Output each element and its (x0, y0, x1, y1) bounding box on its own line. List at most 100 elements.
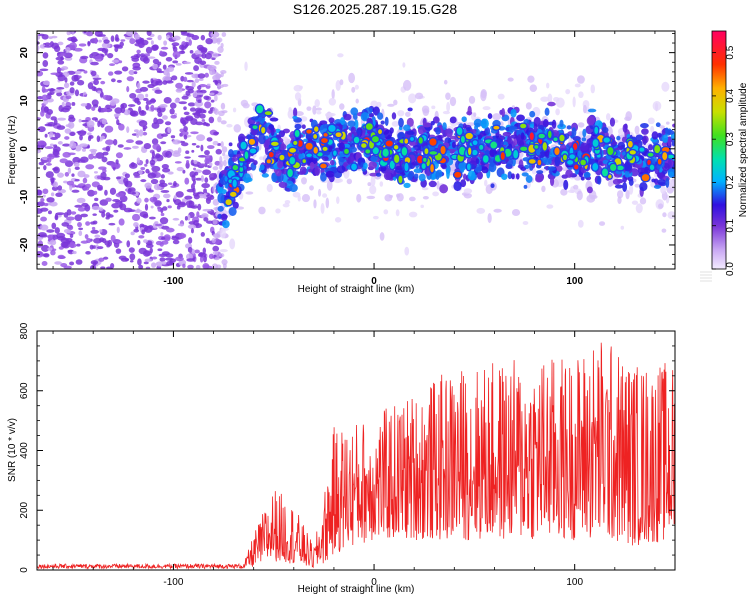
hotspot-blob (608, 174, 612, 179)
noise-blob (143, 239, 148, 244)
noise-blob (182, 119, 187, 127)
hotspot-blob (317, 152, 323, 157)
signal-blob (442, 122, 447, 131)
noise-blob (172, 60, 179, 64)
signal-blob (668, 171, 675, 177)
noise-blob (184, 156, 191, 159)
signal-halo-blob (507, 77, 514, 82)
noise-blob (127, 209, 137, 213)
noise-blob (63, 52, 73, 59)
signal-halo-blob (657, 203, 664, 209)
signal-blob (430, 120, 435, 126)
hotspot-blob (289, 148, 297, 153)
noise-blob (151, 122, 160, 129)
noise-blob (66, 31, 71, 36)
noise-blob (128, 187, 136, 193)
signal-blob (563, 179, 569, 191)
signal-halo-blob (348, 72, 356, 84)
noise-blob (104, 50, 108, 56)
noise-blob (62, 151, 71, 158)
noise-blob (71, 74, 79, 82)
signal-halo-blob (388, 194, 393, 198)
noise-blob (125, 139, 134, 143)
noise-blob (98, 105, 102, 113)
noise-blob (109, 187, 117, 195)
signal-blob (321, 156, 329, 162)
noise-blob (92, 77, 102, 80)
signal-blob (228, 206, 237, 217)
noise-blob (94, 234, 101, 239)
signal-blob (467, 105, 472, 116)
noise-blob (124, 173, 130, 179)
noise-blob (167, 126, 171, 134)
noise-blob (119, 201, 123, 209)
hotspot-blob (306, 153, 312, 158)
noise-blob (212, 79, 218, 83)
signal-halo-blob (576, 190, 583, 201)
noise-blob (160, 207, 164, 214)
signal-halo-blob (354, 84, 359, 90)
signal-halo-blob (408, 211, 418, 218)
signal-blob (349, 154, 354, 165)
noise-blob (86, 31, 94, 37)
noise-blob (154, 200, 162, 207)
noise-blob (208, 116, 215, 124)
noise-blob (43, 202, 49, 207)
noise-blob (63, 180, 68, 184)
noise-blob (173, 181, 177, 187)
signal-halo-blob (525, 102, 532, 110)
noise-blob (150, 178, 159, 185)
noise-blob (185, 115, 194, 122)
noise-blob (41, 86, 46, 93)
noise-blob (209, 92, 215, 96)
colorbar-tick-label: 0.0 (725, 262, 736, 276)
noise-blob (42, 52, 49, 59)
signal-halo-blob (661, 81, 670, 92)
noise-blob (162, 80, 168, 85)
signal-blob (549, 176, 555, 187)
hotspot-blob (603, 137, 610, 143)
noise-blob (175, 63, 182, 66)
noise-blob (194, 171, 199, 176)
signal-halo-blob (326, 180, 333, 191)
signal-blob (484, 126, 491, 136)
noise-blob (187, 264, 194, 269)
hotspot-blob (513, 150, 519, 159)
hotspot-blob (479, 144, 484, 150)
noise-blob (50, 192, 55, 197)
noise-blob (51, 177, 55, 184)
noise-blob (173, 198, 182, 206)
noise-blob (67, 225, 74, 231)
noise-blob (77, 207, 86, 212)
noise-blob (157, 248, 163, 252)
noise-blob (80, 55, 89, 60)
noise-blob (93, 171, 98, 174)
noise-blob (74, 214, 83, 222)
noise-blob (125, 31, 135, 37)
noise-blob (63, 82, 70, 89)
noise-blob (156, 68, 162, 73)
noise-blob (188, 221, 196, 225)
noise-blob (101, 211, 106, 218)
signal-halo-blob (292, 191, 301, 198)
noise-blob (185, 150, 190, 154)
noise-blob (117, 144, 124, 148)
noise-blob (202, 169, 211, 176)
noise-blob (160, 189, 170, 193)
noise-blob (193, 65, 199, 72)
noise-blob (205, 37, 213, 45)
noise-blob (184, 177, 190, 185)
noise-blob (153, 117, 158, 125)
noise-blob (203, 95, 210, 100)
noise-blob (199, 113, 206, 119)
signal-region (215, 53, 675, 256)
signal-blob (580, 142, 589, 152)
signal-halo-blob (372, 215, 379, 220)
noise-blob (96, 135, 101, 143)
hotspot-blob (232, 165, 239, 171)
noise-blob (136, 157, 141, 164)
hotspot-blob (602, 168, 609, 177)
noise-blob (144, 182, 152, 189)
hotspot-blob (647, 152, 654, 157)
noise-blob (137, 239, 141, 246)
